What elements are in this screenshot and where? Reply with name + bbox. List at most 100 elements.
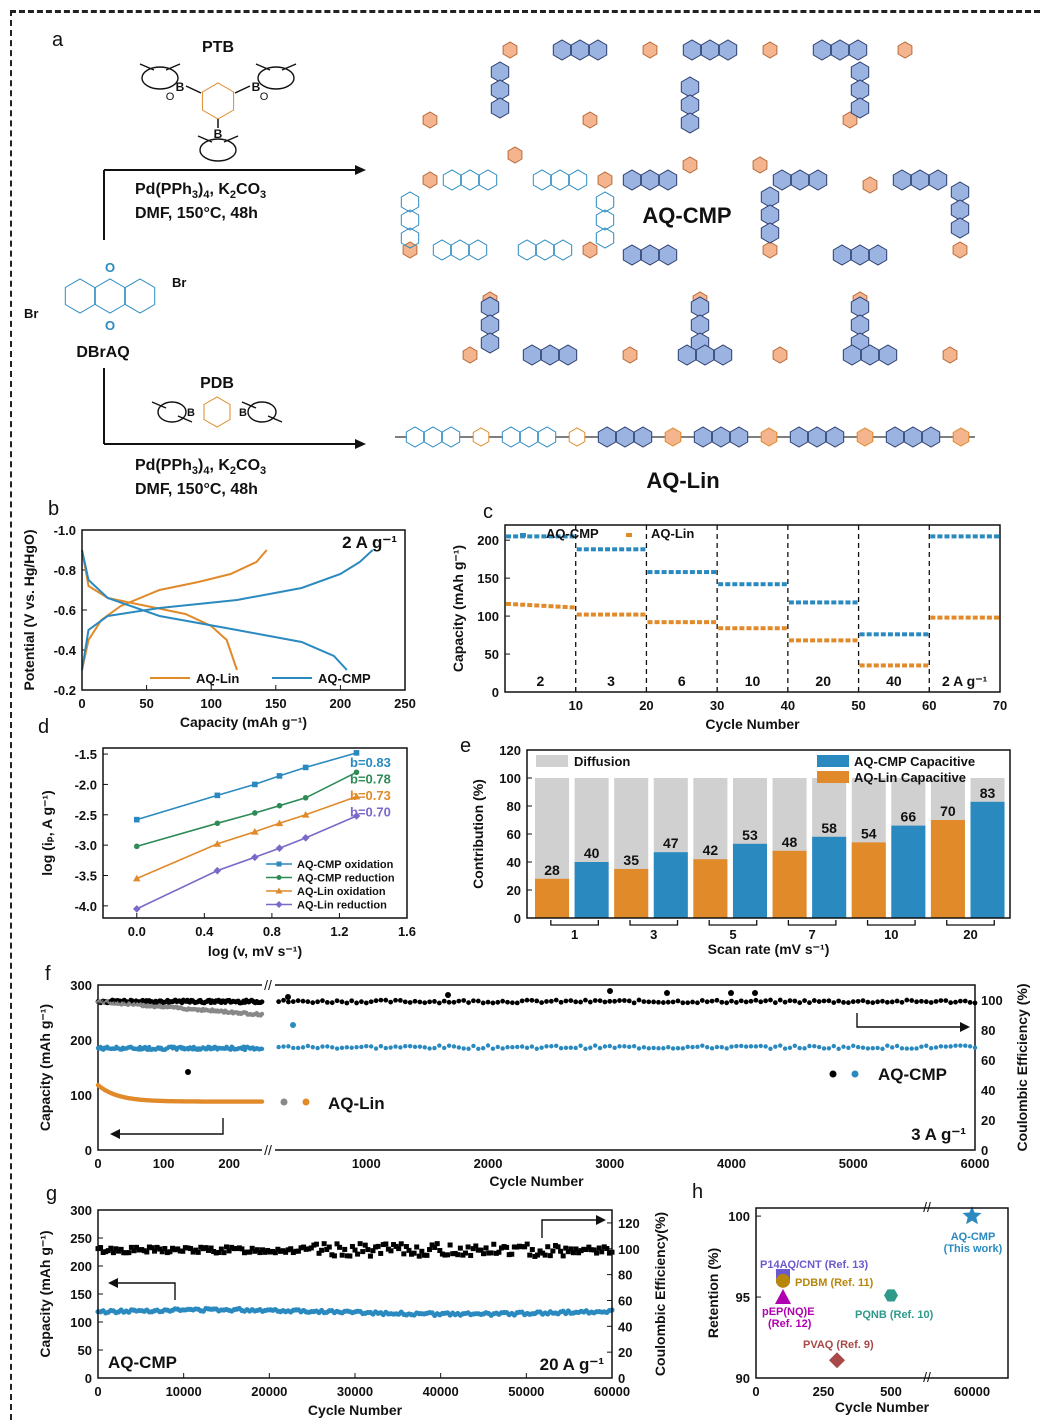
data-point-AQ-Lin [873,663,879,668]
ce-point [601,1244,607,1250]
y-tick-label: 90 [736,1371,750,1386]
cmp-point [437,1043,442,1048]
ce-point [617,998,622,1003]
network-anthraquinone-ring [868,244,888,266]
ce-point [545,1244,551,1250]
ce-point [880,998,885,1004]
cmp-point [919,1044,924,1049]
y-tick-label: -2.5 [75,808,97,823]
data-point-AQ-CMP [958,534,964,539]
cmp-point [860,1045,866,1050]
ce-point [177,1248,183,1254]
rate-label: 3 [607,673,615,689]
outlier-point [290,1022,296,1028]
data-point-AQ-CMP [541,534,547,539]
cmp-point [480,1045,486,1051]
chain-phenyl-ring [760,427,778,447]
cmp-point [948,1044,953,1049]
dbraq-ring [64,278,96,314]
ce-point [434,1241,440,1247]
x-tick-label: 20 [639,698,653,713]
network-anthraquinone-ring [850,97,870,119]
legend-label: AQ-CMP oxidation [297,859,394,871]
ce-point [904,997,910,1003]
y-tick-label: -3.0 [75,838,97,853]
ce-point [195,1249,201,1255]
ce-point [656,999,661,1005]
ce-point [460,1252,466,1258]
ce-point [733,1000,739,1005]
x-tick-label: 60000 [594,1384,630,1399]
ce-point [544,999,549,1004]
data-point-AQ-Lin [711,620,717,625]
condition-fragment: 3 [260,189,266,201]
chain-anthraquinone-ring [729,426,749,448]
network-anthraquinone-ring [760,222,780,244]
data-point-AQ-CMP [513,534,519,539]
dbraq-br: Br [172,275,186,290]
ce-point [365,1247,371,1253]
ce-point [288,1246,294,1252]
ce-point [432,1244,438,1250]
cmp-point [831,1043,836,1049]
pdb-methyl [177,415,193,423]
legend-swatch [520,533,526,537]
ce-point [170,1245,176,1251]
data-point-AQ-Lin [788,638,794,643]
ce-point [470,1246,476,1252]
x-tick-label: 0.8 [263,924,281,939]
data-point-AQ-Lin [668,620,674,625]
cmp-point [729,1044,734,1049]
legend-marker [851,1070,859,1078]
data-point-AQ-CMP [619,547,625,552]
ce-point [105,1248,111,1254]
ce-point [500,998,506,1004]
network-anthraquinone-ring [432,239,452,261]
data-point-AQ-CMP [682,570,688,575]
ce-point [529,1247,535,1253]
data-point-AQ-Lin [689,620,695,625]
data-point-AQ-Lin [958,615,964,620]
data-point [214,792,221,799]
cmp-point [403,1043,408,1049]
lin-point [259,1099,265,1104]
axis-break-mark: // [264,977,272,993]
ce-point [456,998,462,1004]
ce-point [787,998,793,1004]
ce-point [393,997,398,1003]
ce-point [758,999,764,1005]
panel-f: f////0 100 200 1000 2000 3000 4000 5000 60000100… [37,963,1030,1189]
ce-point [560,1253,566,1259]
chain-anthraquinone-ring [597,426,617,448]
cmp-point [471,1043,476,1049]
panel-label-c: c [483,501,493,523]
ce-point [547,1253,553,1259]
ce-point [748,998,754,1004]
data-point-AQ-CMP [887,632,893,637]
network-anthraquinone-ring [950,217,970,239]
data-point-AQ-Lin [548,604,554,609]
network-anthraquinone-ring [700,39,720,61]
ce-point [398,1241,404,1247]
ce-point [136,1247,142,1253]
ce-point [889,999,895,1005]
ce-point [578,999,583,1005]
y-tick-label: -3.5 [75,869,97,884]
bar-value-label: 83 [980,785,996,801]
data-point-AQ-Lin [831,638,837,643]
ce-point [455,1252,461,1258]
x-axis-label: Capacity (mAh g⁻¹) [180,714,307,730]
bar-lin [930,820,965,918]
ce-point [486,1250,492,1256]
ce-point [604,1246,610,1252]
data-point-AQ-Lin [810,638,816,643]
legend-label: AQ-CMP [318,671,371,686]
y-tick-label: 60 [507,827,521,842]
ce-point [383,997,389,1003]
cmp-point [495,1044,500,1050]
condition-fragment: ) [198,457,203,474]
ce-point [427,999,433,1005]
y2-axis-label: Coulombic Efficiency(%) [652,1212,668,1376]
data-point-AQ-Lin [513,602,519,607]
